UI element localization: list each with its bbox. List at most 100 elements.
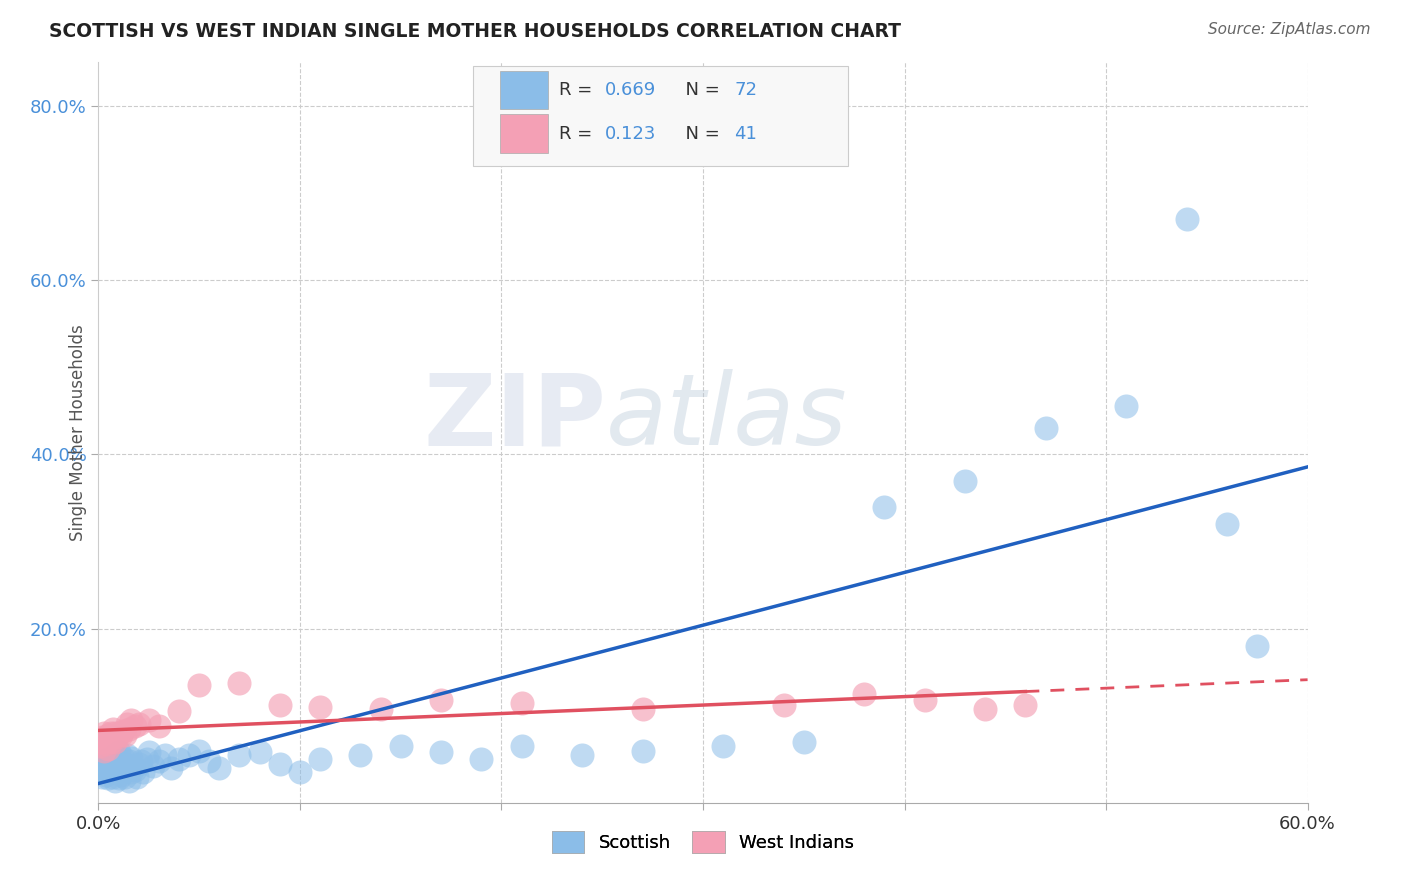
Point <box>97 772 120 786</box>
Point <box>101 754 124 768</box>
Point <box>510 739 533 754</box>
Point <box>111 724 134 739</box>
Point <box>91 770 114 784</box>
Point <box>124 719 146 733</box>
Point <box>269 756 291 771</box>
Point <box>105 731 128 745</box>
Legend: Scottish, West Indians: Scottish, West Indians <box>537 817 869 868</box>
Point <box>631 702 654 716</box>
Point <box>1035 421 1057 435</box>
Point <box>153 747 176 762</box>
Point <box>167 704 190 718</box>
Point <box>118 774 141 789</box>
Text: 0.123: 0.123 <box>605 125 657 143</box>
Text: 41: 41 <box>734 125 758 143</box>
Point <box>953 474 976 488</box>
Point <box>101 731 124 745</box>
Point <box>124 763 146 777</box>
Text: Source: ZipAtlas.com: Source: ZipAtlas.com <box>1208 22 1371 37</box>
Point <box>93 743 115 757</box>
Text: atlas: atlas <box>606 369 848 467</box>
Point <box>1246 639 1268 653</box>
Point <box>269 698 291 713</box>
Point <box>105 752 128 766</box>
Point <box>853 687 876 701</box>
Point <box>974 702 997 716</box>
Point <box>249 745 271 759</box>
Point <box>510 696 533 710</box>
Point <box>208 761 231 775</box>
Point <box>107 759 129 773</box>
Point <box>120 713 142 727</box>
Point <box>111 763 134 777</box>
Point <box>93 726 115 740</box>
Point <box>89 739 111 754</box>
Point <box>97 741 120 756</box>
Point <box>135 752 157 766</box>
Point <box>370 702 392 716</box>
Point <box>115 747 138 762</box>
Point <box>138 713 160 727</box>
Point <box>110 768 132 782</box>
Point <box>142 759 165 773</box>
Point <box>110 754 132 768</box>
Point <box>631 743 654 757</box>
Point <box>118 722 141 736</box>
Point <box>107 726 129 740</box>
Point <box>129 754 152 768</box>
Point <box>179 747 201 762</box>
Point <box>914 693 936 707</box>
Point <box>97 728 120 742</box>
Point <box>309 700 332 714</box>
Point <box>1115 400 1137 414</box>
Point <box>115 761 138 775</box>
Point <box>430 745 453 759</box>
Point <box>873 500 896 514</box>
Point <box>167 752 190 766</box>
Point <box>105 765 128 780</box>
Point <box>128 717 150 731</box>
Y-axis label: Single Mother Households: Single Mother Households <box>69 325 87 541</box>
Text: SCOTTISH VS WEST INDIAN SINGLE MOTHER HOUSEHOLDS CORRELATION CHART: SCOTTISH VS WEST INDIAN SINGLE MOTHER HO… <box>49 22 901 41</box>
Point <box>107 745 129 759</box>
Point <box>114 770 136 784</box>
Point <box>470 752 492 766</box>
Point <box>103 774 125 789</box>
Text: 0.669: 0.669 <box>605 81 657 99</box>
Point <box>160 761 183 775</box>
Point <box>772 698 794 713</box>
Point <box>103 735 125 749</box>
Point <box>103 747 125 762</box>
Point <box>118 754 141 768</box>
Point <box>89 765 111 780</box>
Point <box>101 722 124 736</box>
Text: 72: 72 <box>734 81 758 99</box>
Point <box>93 756 115 771</box>
Point <box>198 754 221 768</box>
Point <box>91 735 114 749</box>
Point <box>148 719 170 733</box>
Point <box>125 770 148 784</box>
Point <box>96 737 118 751</box>
Point <box>228 747 250 762</box>
Point <box>96 768 118 782</box>
Text: R =: R = <box>560 81 598 99</box>
Text: ZIP: ZIP <box>423 369 606 467</box>
Point <box>115 717 138 731</box>
Point <box>114 728 136 742</box>
Point <box>97 763 120 777</box>
Point <box>309 752 332 766</box>
Point <box>1175 212 1198 227</box>
Point <box>188 678 211 692</box>
Point <box>793 735 815 749</box>
Point <box>103 761 125 775</box>
Point <box>96 759 118 773</box>
Point <box>100 765 122 780</box>
Point <box>93 763 115 777</box>
Point <box>101 770 124 784</box>
Point <box>349 747 371 762</box>
Point <box>96 731 118 745</box>
Point <box>97 752 120 766</box>
Point <box>430 693 453 707</box>
Point <box>148 754 170 768</box>
